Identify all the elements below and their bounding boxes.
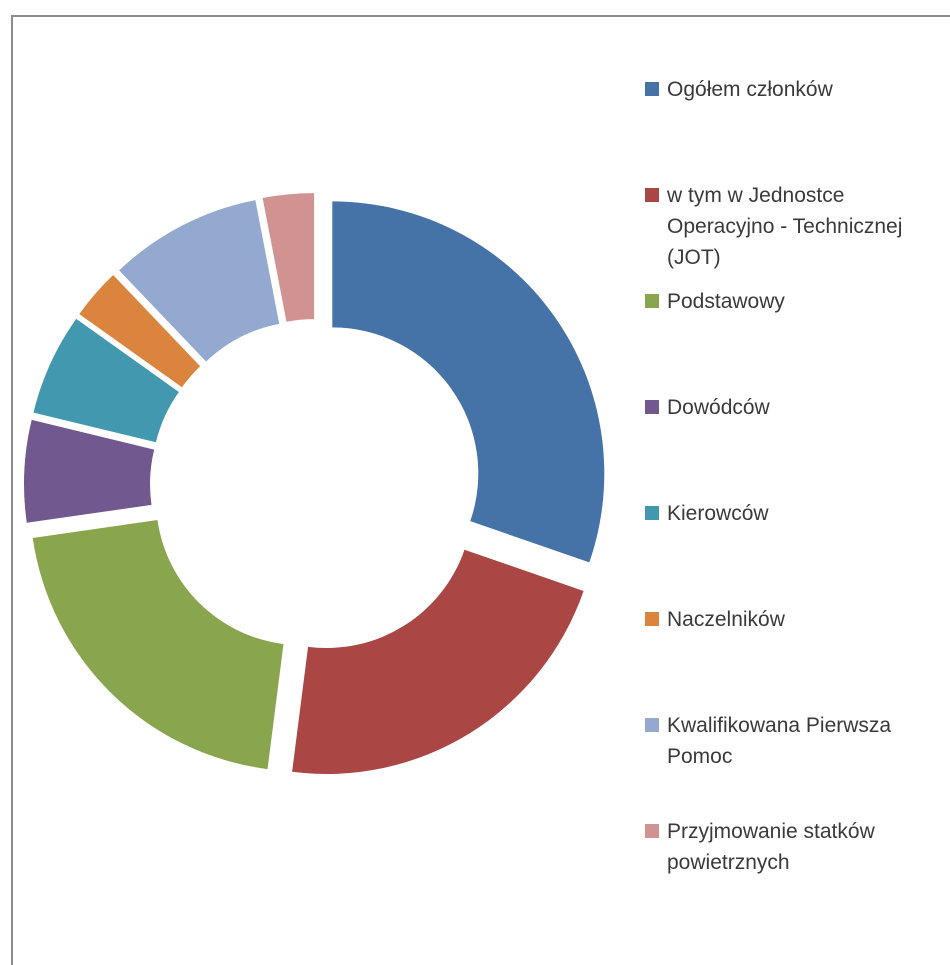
legend-label: w tym w Jednostce Operacyjno - Techniczn…: [667, 184, 903, 269]
doughnut-slice-7: [119, 200, 280, 362]
legend-label: Kierowców: [667, 502, 769, 525]
legend-swatch: [645, 400, 659, 414]
legend-swatch: [645, 718, 659, 732]
legend-swatch: [645, 188, 659, 202]
doughnut-slice-4: [24, 419, 155, 523]
legend-item-naczelnikow: Naczelników: [645, 604, 945, 635]
legend-label: Przyjmowanie statków powietrznych: [667, 820, 875, 874]
legend-label: Kwalifikowana Pierwsza Pomoc: [667, 714, 892, 768]
legend-item-kwalifikowana-pierwsza-pomoc: Kwalifikowana Pierwsza Pomoc: [645, 710, 945, 772]
doughnut-chart: [24, 193, 605, 774]
legend-swatch: [645, 506, 659, 520]
legend-label: Naczelników: [667, 608, 785, 631]
chart-legend: Ogółem członków w tym w Jednostce Operac…: [645, 0, 950, 956]
legend-swatch: [645, 824, 659, 838]
legend-item-jot: w tym w Jednostce Operacyjno - Techniczn…: [645, 180, 945, 273]
doughnut-slice-3: [32, 520, 284, 770]
legend-item-podstawowy: Podstawowy: [645, 286, 945, 317]
legend-label: Dowódców: [667, 396, 770, 419]
legend-label: Ogółem członków: [667, 78, 833, 101]
legend-item-ogolem-czlonkow: Ogółem członków: [645, 74, 945, 105]
doughnut-slice-2: [292, 549, 584, 774]
legend-swatch: [645, 294, 659, 308]
doughnut-slice-6: [79, 275, 201, 388]
legend-item-przyjmowanie-statkow: Przyjmowanie statków powietrznych: [645, 816, 945, 878]
legend-swatch: [645, 612, 659, 626]
doughnut-slice-8: [262, 193, 315, 322]
legend-swatch: [645, 82, 659, 96]
doughnut-slice-1: [332, 201, 605, 563]
legend-item-dowodcow: Dowódców: [645, 392, 945, 423]
doughnut-slice-5: [33, 318, 179, 443]
legend-label: Podstawowy: [667, 290, 785, 313]
legend-item-kierowcow: Kierowców: [645, 498, 945, 529]
